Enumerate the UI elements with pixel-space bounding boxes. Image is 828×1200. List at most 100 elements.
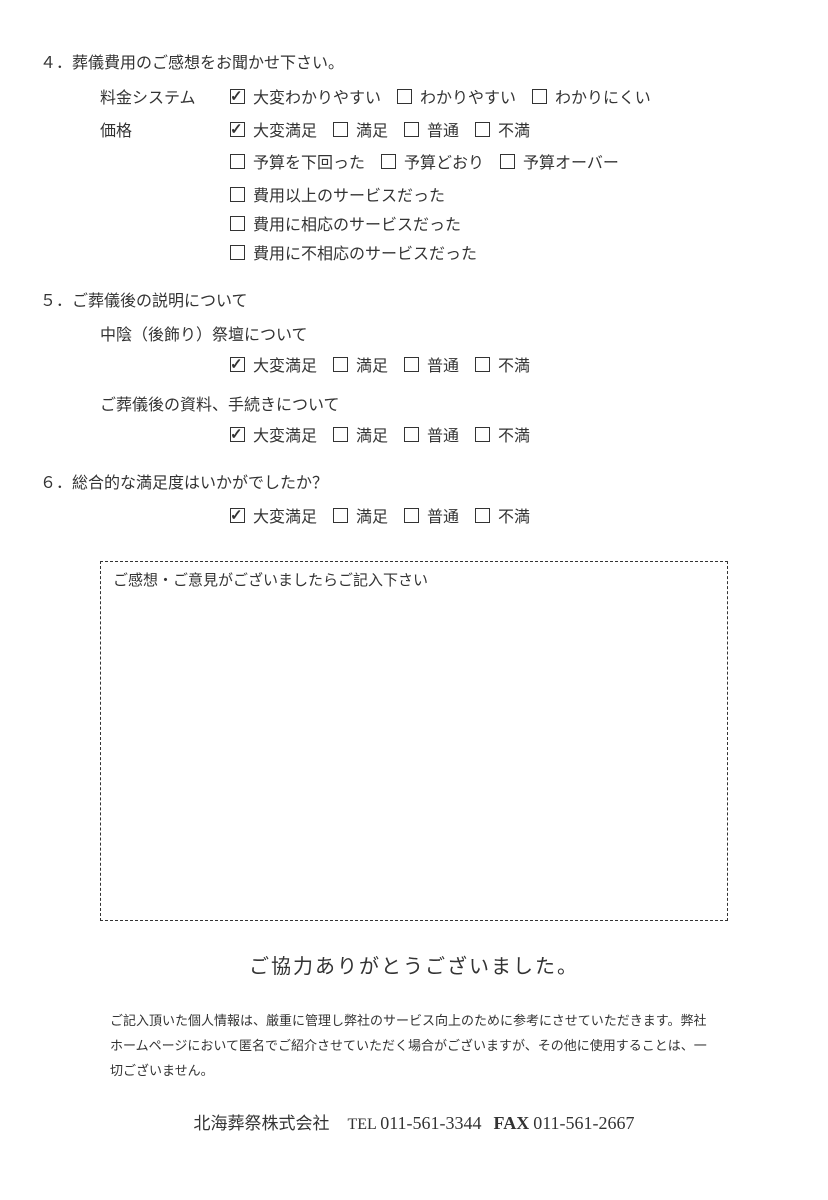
option-label: 大変満足 [253, 353, 317, 382]
option-label: 大変満足 [253, 423, 317, 452]
checkbox-icon [333, 508, 348, 523]
thanks-message: ご協力ありがとうございました。 [40, 949, 788, 985]
option-label: 費用以上のサービスだった [253, 183, 445, 212]
option-label: 満足 [356, 118, 388, 147]
company-name: 北海葬祭株式会社 [193, 1114, 329, 1133]
tel-number: 011-561-3344 [380, 1113, 481, 1133]
q5-sub1-options: 大変満足 満足 普通不満 [230, 353, 788, 382]
checkbox-option[interactable]: わかりにくい [532, 85, 651, 114]
checkbox-option[interactable]: 費用に相応のサービスだった [230, 212, 788, 241]
checkbox-icon [404, 357, 419, 372]
checkbox-option[interactable]: 大変満足 [230, 353, 317, 382]
checkbox-icon [333, 427, 348, 442]
question-4: ４．葬儀費用のご感想をお聞かせ下さい。 料金システム 大変わかりやすい わかりやす… [40, 50, 788, 270]
option-label: 不満 [498, 504, 530, 533]
checkbox-option[interactable]: 費用以上のサービスだった [230, 183, 788, 212]
q6-options: 大変満足 満足 普通 不満 [230, 504, 788, 533]
checkbox-icon [404, 508, 419, 523]
option-label: 大変満足 [253, 504, 317, 533]
checkbox-icon [404, 427, 419, 442]
checkbox-icon [475, 357, 490, 372]
checkbox-icon [397, 89, 412, 104]
checkbox-icon [230, 245, 245, 260]
checkbox-icon [333, 357, 348, 372]
option-label: 普通 [427, 423, 459, 452]
option-label: 満足 [356, 504, 388, 533]
q4-pricing-system-label: 料金システム [100, 85, 230, 114]
option-label: 満足 [356, 423, 388, 452]
q4-row-price: 価格 大変満足満足普通不満 [100, 118, 788, 147]
option-label: 不満 [498, 118, 530, 147]
q4-pricing-system-options: 大変わかりやすい わかりやすい わかりにくい [230, 85, 667, 114]
option-label: 費用に不相応のサービスだった [253, 241, 477, 270]
checkbox-option[interactable]: 不満 [475, 353, 530, 382]
checkbox-option[interactable]: 不満 [475, 423, 530, 452]
disclaimer-text: ご記入頂いた個人情報は、厳重に管理し弊社のサービス向上のために参考にさせていただ… [110, 1009, 718, 1083]
checkbox-option[interactable]: 費用に不相応のサービスだった [230, 241, 788, 270]
option-label: 予算を下回った [253, 150, 365, 179]
checkbox-option[interactable]: わかりやすい [397, 85, 516, 114]
checkbox-icon [381, 154, 396, 169]
option-label: 普通 [427, 118, 459, 147]
checkbox-option[interactable]: 大変満足 [230, 504, 317, 533]
option-label: 大変わかりやすい [253, 85, 381, 114]
checkbox-option[interactable]: 満足 [333, 118, 388, 147]
checkbox-icon [404, 122, 419, 137]
checkbox-option[interactable]: 満足 [333, 504, 388, 533]
option-label: 不満 [498, 423, 530, 452]
checkbox-option[interactable]: 大変満足 [230, 118, 317, 147]
q4-row-pricing-system: 料金システム 大変わかりやすい わかりやすい わかりにくい [100, 85, 788, 114]
option-label: 大変満足 [253, 118, 317, 147]
checkbox-option[interactable]: 予算オーバー [500, 150, 619, 179]
q4-service-worth-options: 費用以上のサービスだった費用に相応のサービスだった費用に不相応のサービスだった [230, 183, 788, 269]
checkbox-icon [500, 154, 515, 169]
fax-number: 011-561-2667 [533, 1113, 634, 1133]
option-label: 費用に相応のサービスだった [253, 212, 461, 241]
q5-sub1-label: 中陰（後飾り）祭壇について [100, 322, 788, 351]
checkbox-option[interactable]: 普通 [404, 353, 459, 382]
checkbox-option[interactable]: 満足 [333, 353, 388, 382]
tel-label: TEL [347, 1116, 376, 1133]
fax-label: FAX [494, 1113, 530, 1133]
option-label: わかりやすい [420, 85, 516, 114]
checkbox-option[interactable]: 予算どおり [381, 150, 484, 179]
question-6: ６．総合的な満足度はいかがでしたか？ 大変満足 満足 普通 不満 [40, 470, 788, 534]
comment-prompt: ご感想・ご意見がございましたらご記入下さい [113, 568, 715, 595]
checkbox-icon [230, 216, 245, 231]
checkbox-icon [230, 154, 245, 169]
option-label: 予算オーバー [523, 150, 619, 179]
q4-budget-options: 予算を下回った 予算どおり 予算オーバー [230, 150, 788, 179]
checkbox-icon [230, 187, 245, 202]
checkbox-icon [475, 427, 490, 442]
q4-price-options: 大変満足 満足 普通 不満 [230, 118, 546, 147]
checkbox-option[interactable]: 大変わかりやすい [230, 85, 381, 114]
q5-sub2-options: 大変満足 満足 普通 不満 [230, 423, 788, 452]
checkbox-icon [230, 89, 245, 104]
checkbox-option[interactable]: 普通 [404, 423, 459, 452]
checkbox-option[interactable]: 普通 [404, 504, 459, 533]
checkbox-icon [230, 357, 245, 372]
checkbox-icon [475, 508, 490, 523]
checkbox-option[interactable]: 不満 [475, 118, 530, 147]
checkbox-icon [230, 508, 245, 523]
checkbox-icon [230, 427, 245, 442]
question-5: ５．ご葬儀後の説明について 中陰（後飾り）祭壇について 大変満足満足普通不満 ご… [40, 288, 788, 452]
q4-budget-row: 予算を下回った 予算どおり 予算オーバー [230, 150, 788, 179]
checkbox-option[interactable]: 満足 [333, 423, 388, 452]
option-label: 満足 [356, 353, 388, 382]
q6-title: ６．総合的な満足度はいかがでしたか？ [40, 470, 788, 499]
option-label: 予算どおり [404, 150, 484, 179]
q4-title: ４．葬儀費用のご感想をお聞かせ下さい。 [40, 50, 788, 79]
checkbox-icon [475, 122, 490, 137]
comment-box[interactable]: ご感想・ご意見がございましたらご記入下さい [100, 561, 728, 921]
checkbox-option[interactable]: 不満 [475, 504, 530, 533]
q5-sub2-label: ご葬儀後の資料、手続きについて [100, 392, 788, 421]
footer: 北海葬祭株式会社 TEL 011-561-3344 FAX 011-561-26… [40, 1107, 788, 1140]
option-label: わかりにくい [555, 85, 651, 114]
checkbox-icon [532, 89, 547, 104]
checkbox-option[interactable]: 大変満足 [230, 423, 317, 452]
checkbox-option[interactable]: 予算を下回った [230, 150, 365, 179]
checkbox-option[interactable]: 普通 [404, 118, 459, 147]
option-label: 普通 [427, 353, 459, 382]
option-label: 普通 [427, 504, 459, 533]
